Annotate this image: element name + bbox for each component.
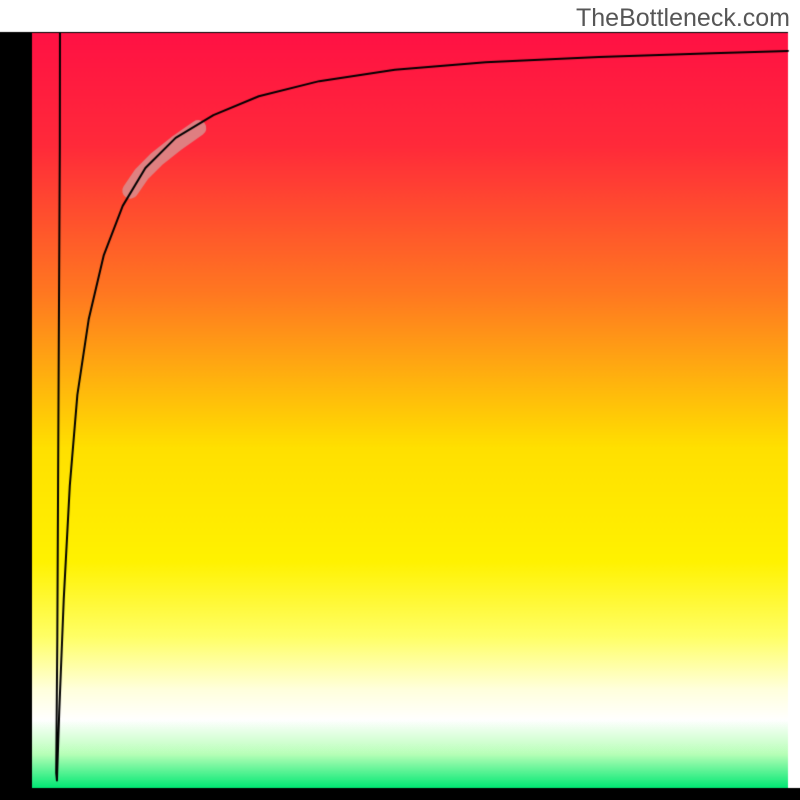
chart-container: TheBottleneck.com bbox=[0, 0, 800, 800]
watermark-text: TheBottleneck.com bbox=[576, 4, 790, 33]
bottleneck-chart bbox=[0, 0, 800, 800]
